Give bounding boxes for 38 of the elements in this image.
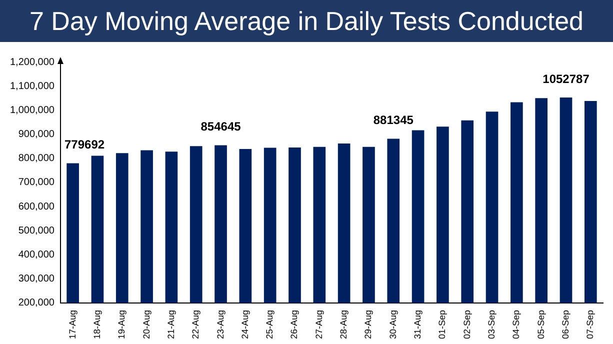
y-tick-label: 800,000	[18, 153, 55, 164]
x-tick-label: 24-Aug	[240, 310, 250, 340]
x-tick-label: 17-Aug	[67, 310, 78, 340]
y-tick-label: 900,000	[18, 129, 55, 140]
x-tick-label: 02-Sep	[462, 310, 472, 340]
chart-title: 7 Day Moving Average in Daily Tests Conducted	[0, 0, 613, 42]
x-tick-label: 04-Sep	[511, 310, 522, 340]
data-label: 1052787	[542, 72, 590, 86]
x-tick-label: 07-Sep	[585, 310, 596, 340]
x-tick-label: 31-Aug	[412, 310, 423, 340]
y-tick-label: 300,000	[18, 274, 55, 285]
x-tick-label: 20-Aug	[141, 310, 152, 340]
x-tick-label: 06-Sep	[560, 310, 570, 340]
y-tick-label: 500,000	[18, 225, 55, 236]
x-tick-label: 01-Sep	[437, 310, 448, 340]
y-tick-label: 700,000	[18, 177, 55, 188]
x-tick-label: 30-Aug	[388, 310, 398, 340]
y-tick-label: 400,000	[18, 250, 55, 261]
data-label: 779692	[64, 138, 105, 152]
x-tick-label: 22-Aug	[190, 310, 201, 340]
x-tick-label: 25-Aug	[264, 310, 275, 340]
x-tick-label: 21-Aug	[166, 310, 176, 340]
x-tick-label: 19-Aug	[116, 310, 127, 340]
x-tick-label: 26-Aug	[289, 310, 300, 340]
data-label: 881345	[373, 113, 414, 128]
data-label: 854645	[200, 120, 242, 134]
y-tick-label: 1,000,000	[10, 104, 55, 116]
x-tick-label: 23-Aug	[215, 310, 226, 340]
x-tick-label: 29-Aug	[363, 310, 374, 340]
y-tick-label: 1,100,000	[10, 80, 55, 92]
y-tick-label: 200,000	[18, 298, 55, 309]
x-tick-label: 05-Sep	[536, 310, 546, 340]
x-tick-label: 03-Sep	[486, 310, 497, 340]
x-tick-label: 28-Aug	[338, 310, 349, 340]
y-tick-label: 1,200,000	[10, 56, 55, 68]
x-tick-label: 18-Aug	[92, 310, 102, 340]
y-tick-label: 600,000	[18, 201, 55, 212]
x-tick-label: 27-Aug	[314, 310, 324, 340]
